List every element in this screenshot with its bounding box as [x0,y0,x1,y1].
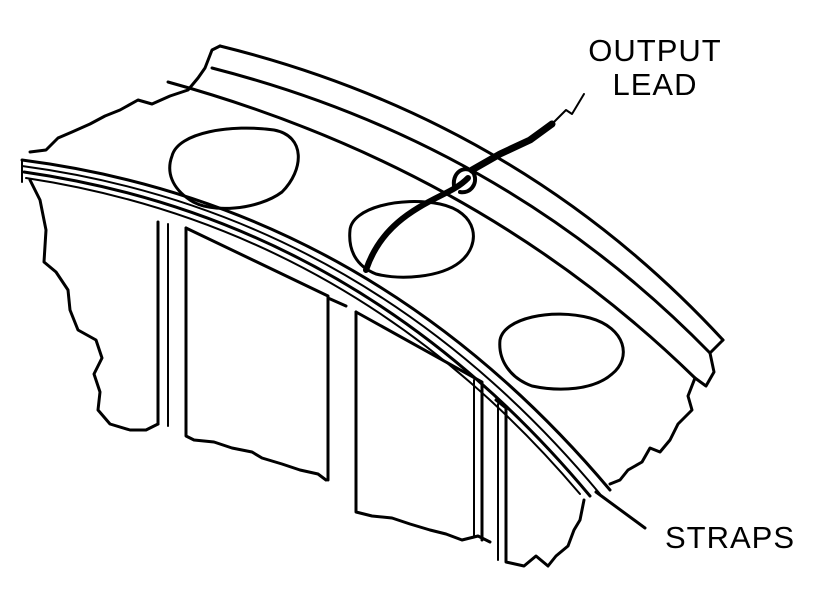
fin-2-back-edge [326,296,348,308]
fin-2-top [354,310,484,542]
output-lead-wire [363,175,471,273]
rim-end-cap [708,338,725,355]
strap-line-1 [20,158,612,492]
output-lead-tip [551,93,585,125]
top-plate-right-edge [608,351,716,486]
strap-line-4 [25,177,581,495]
fin-2-front [354,310,492,544]
output-lead-label: OUTPUT LEAD [560,34,750,102]
straps-label: STRAPS [664,520,796,555]
left-side-rough-edge [28,178,160,432]
output-lead-label-line-1: OUTPUT [588,33,722,68]
strap-leader [594,490,647,530]
hole-3 [498,312,625,391]
output-lead-tail [468,120,556,174]
fin-1-front [184,226,328,482]
outer-rim-lower [210,66,712,355]
fin-3-front [504,406,586,568]
strap-line-3 [22,170,592,498]
output-lead-loop [451,167,477,195]
top-plate-inner-curve [166,80,697,380]
top-plate-back-edge [28,44,222,154]
fin-1-top [184,226,330,482]
output-lead-label-line-2: LEAD [612,67,698,102]
strap-line-2 [21,165,601,495]
fin-3-top [494,398,508,410]
